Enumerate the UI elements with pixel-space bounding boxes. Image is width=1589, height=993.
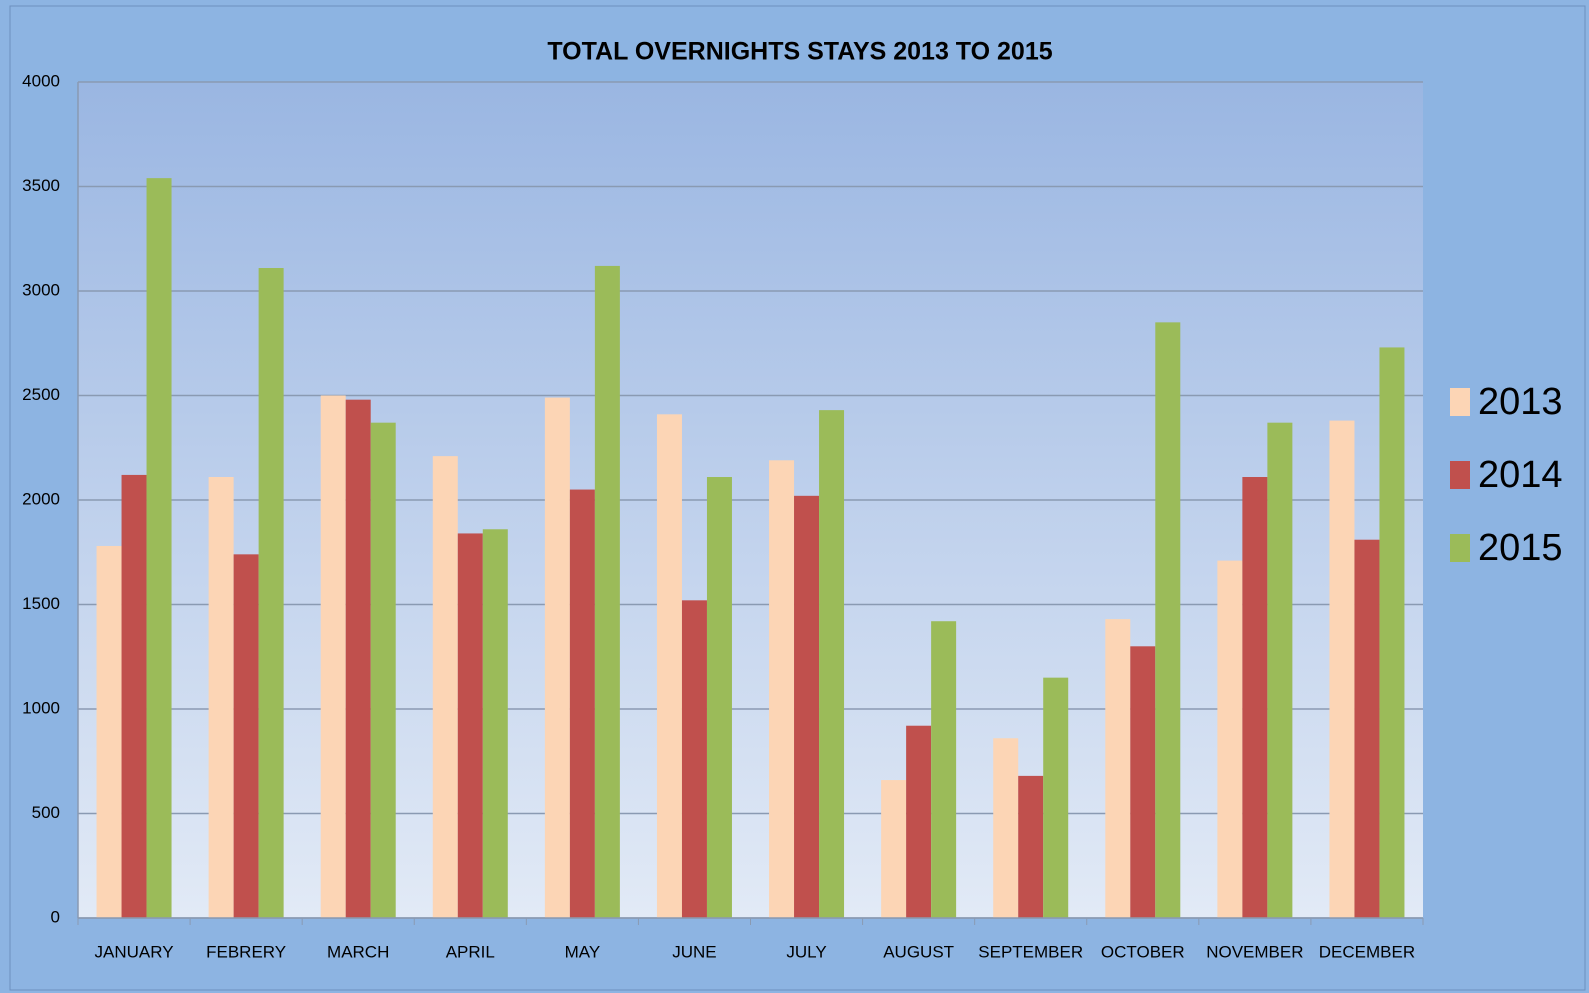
x-tick-label: AUGUST bbox=[883, 942, 954, 961]
x-tick-label: OCTOBER bbox=[1101, 942, 1185, 961]
bar bbox=[681, 600, 707, 918]
x-tick-label: NOVEMBER bbox=[1206, 942, 1303, 961]
bar bbox=[993, 738, 1019, 918]
y-tick-label: 3500 bbox=[22, 176, 60, 195]
legend-swatch bbox=[1450, 534, 1470, 562]
legend-label: 2015 bbox=[1478, 527, 1563, 569]
bar bbox=[1018, 775, 1044, 918]
legend-swatch bbox=[1450, 388, 1470, 416]
bar bbox=[482, 529, 508, 918]
x-tick-label: FEBRERY bbox=[206, 942, 286, 961]
y-tick-label: 4000 bbox=[22, 71, 60, 90]
y-tick-label: 1500 bbox=[22, 594, 60, 613]
bar bbox=[1217, 560, 1243, 918]
x-tick-label: DECEMBER bbox=[1319, 942, 1415, 961]
bar bbox=[258, 268, 284, 918]
bar bbox=[345, 399, 371, 918]
x-tick-label: JUNE bbox=[672, 942, 716, 961]
y-tick-label: 1000 bbox=[22, 698, 60, 717]
bar bbox=[906, 725, 932, 918]
bar bbox=[769, 460, 795, 918]
y-tick-label: 3000 bbox=[22, 280, 60, 299]
y-tick-label: 2500 bbox=[22, 385, 60, 404]
x-tick-label: SEPTEMBER bbox=[978, 942, 1083, 961]
bar bbox=[794, 495, 820, 918]
bar bbox=[208, 477, 234, 918]
y-tick-label: 500 bbox=[32, 803, 60, 822]
bar bbox=[1329, 420, 1355, 918]
bar bbox=[1267, 422, 1293, 918]
legend-label: 2013 bbox=[1478, 381, 1563, 423]
bar bbox=[1130, 646, 1156, 918]
bar bbox=[881, 780, 907, 918]
y-tick-label: 2000 bbox=[22, 489, 60, 508]
bar bbox=[1379, 347, 1405, 918]
x-tick-label: JANUARY bbox=[95, 942, 174, 961]
legend-swatch bbox=[1450, 461, 1470, 489]
chart-title: TOTAL OVERNIGHTS STAYS 2013 TO 2015 bbox=[547, 38, 1052, 66]
bar bbox=[544, 397, 570, 919]
bar bbox=[146, 178, 172, 918]
bar bbox=[1242, 477, 1268, 918]
bar bbox=[432, 456, 458, 918]
bar bbox=[931, 621, 957, 918]
x-tick-label: MAY bbox=[565, 942, 601, 961]
bar bbox=[457, 533, 483, 918]
bar bbox=[320, 395, 346, 918]
x-tick-label: MARCH bbox=[327, 942, 389, 961]
bar bbox=[706, 477, 732, 918]
y-tick-label: 0 bbox=[51, 907, 60, 926]
bar bbox=[1043, 677, 1069, 918]
x-tick-label: APRIL bbox=[446, 942, 495, 961]
bar bbox=[1354, 539, 1380, 918]
bar bbox=[594, 265, 620, 918]
bar bbox=[1105, 619, 1131, 918]
legend-label: 2014 bbox=[1478, 454, 1563, 496]
bar bbox=[121, 474, 147, 918]
bar bbox=[233, 554, 259, 918]
bar bbox=[656, 414, 682, 918]
bar bbox=[96, 545, 122, 918]
x-tick-label: JULY bbox=[786, 942, 826, 961]
bar bbox=[370, 422, 396, 918]
bar bbox=[569, 489, 595, 918]
bar bbox=[1155, 322, 1181, 919]
bar bbox=[819, 410, 845, 918]
